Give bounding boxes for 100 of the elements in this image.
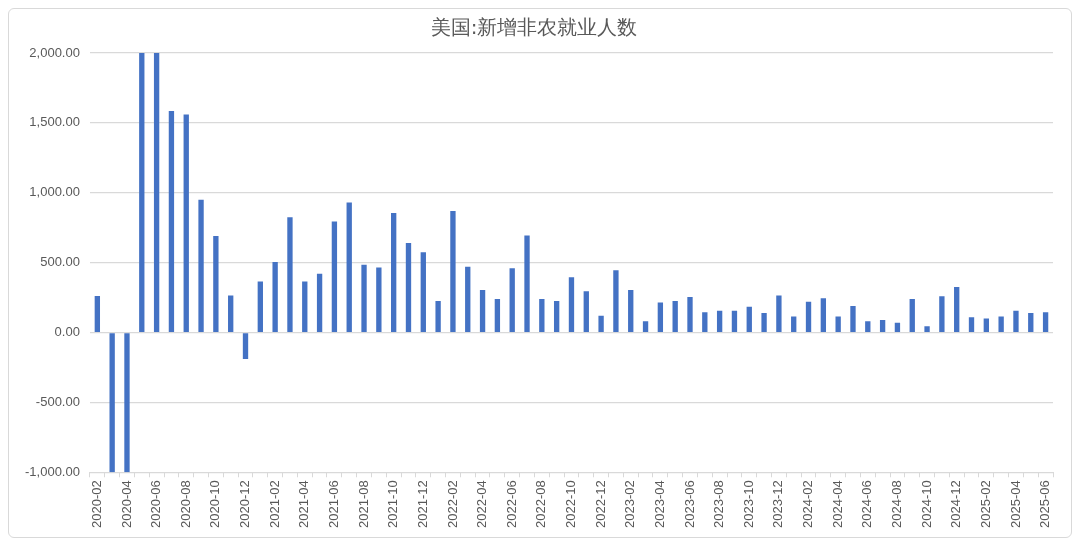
x-tick-label: 2025-04 [1007,480,1023,529]
bar [257,281,263,332]
bar [361,264,367,332]
bar [613,270,619,332]
y-tick-label: 500.00 [40,254,80,270]
bar [865,321,871,332]
bar [109,333,115,473]
x-tick-label: 2020-02 [88,480,104,529]
bar [213,236,219,332]
bar [776,295,782,332]
x-tick-label: 2024-02 [800,480,816,529]
bar [316,273,323,332]
x-tick-label: 2021-04 [296,480,312,529]
bar [153,53,160,332]
bar [731,310,738,332]
bar [761,312,767,332]
x-tick-label: 2021-10 [385,480,401,529]
bar [642,321,649,332]
x-tick-label: 2020-08 [177,480,193,529]
x-tick-label: 2023-06 [681,480,697,529]
bar [168,111,175,332]
bar [894,322,901,332]
bar [746,306,752,332]
x-tick-label: 2024-06 [859,480,875,529]
bar [598,315,604,332]
bar [494,298,501,332]
x-tick-label: 2021-02 [266,480,282,529]
bar [702,312,708,332]
bar [939,296,945,332]
x-tick-label: 2024-08 [889,480,905,529]
x-tick-label: 2022-06 [503,480,519,529]
x-tick-label: 2023-10 [740,480,756,529]
bar [909,298,915,332]
bar [968,317,975,332]
bar [124,333,130,473]
y-tick-label: 1,500.00 [29,114,80,130]
bar [1013,310,1019,332]
y-tick-label: 1,000.00 [29,184,80,200]
x-tick-label: 2022-10 [563,480,579,529]
bar [287,217,293,332]
chart-title: 美国:新增非农就业人数 [430,15,638,40]
x-tick-label: 2022-04 [474,480,490,529]
bar [524,235,530,332]
x-tick-label: 2021-06 [325,480,341,529]
x-tick-label: 2023-12 [770,480,786,529]
bar [850,305,856,332]
x-tick-label: 2024-04 [829,480,845,529]
bar [835,316,841,332]
bar [805,301,812,332]
bar [672,301,678,332]
x-tick-label: 2022-02 [444,480,460,529]
bar [687,296,693,332]
y-tick-label: 0.00 [54,324,80,340]
bar [583,291,589,332]
bar [954,287,960,332]
x-tick-label: 2020-06 [148,480,164,529]
bar [376,267,382,332]
bar [568,277,575,332]
x-tick-label: 2023-02 [622,480,638,529]
x-tick-label: 2020-12 [237,480,253,529]
bar [435,301,441,332]
bar [879,319,886,332]
bar [139,53,145,332]
bar [479,289,486,332]
bar [998,316,1004,332]
y-tick-label: -1,000.00 [25,463,80,479]
y-tick-label: -500.00 [35,393,80,409]
x-tick-label: 2023-04 [651,480,667,529]
bar [539,298,545,332]
bar [553,301,560,332]
bar [331,221,338,332]
bar [302,281,308,332]
x-tick-label: 2022-08 [533,480,549,529]
bar [272,261,278,332]
bar [716,310,723,332]
x-tick-label: 2021-08 [355,480,371,529]
x-tick-label: 2021-12 [414,480,430,529]
bar [420,252,426,332]
bar [405,243,412,332]
bar [983,318,989,332]
x-tick-label: 2023-08 [711,480,727,529]
x-tick-label: 2020-10 [207,480,223,529]
bar [346,202,352,332]
x-tick-label: 2024-10 [918,480,934,529]
bar [465,266,471,332]
x-tick-label: 2022-12 [592,480,608,529]
bar [628,289,634,332]
bar [198,199,204,332]
x-tick-label: 2025-02 [977,480,993,529]
x-tick-label: 2024-12 [948,480,964,529]
bar [820,298,827,332]
bar [450,210,456,332]
bar [242,333,249,360]
bar [1028,312,1034,332]
bar [509,268,515,332]
y-tick-label: 2,000.00 [29,44,80,60]
bar [924,326,930,332]
x-tick-label: 2025-06 [1037,480,1053,529]
x-tick-label: 2020-04 [118,480,134,529]
bar [228,295,234,332]
